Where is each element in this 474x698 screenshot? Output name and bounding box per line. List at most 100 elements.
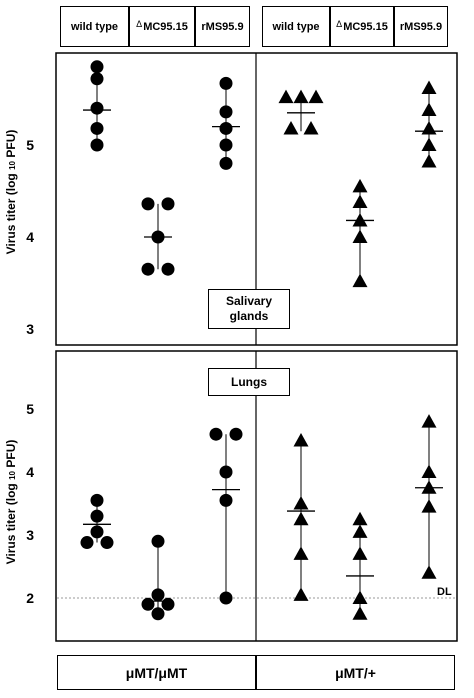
y-label-prefix: Virus titer (log <box>4 483 18 565</box>
y-tick-label: 5 <box>26 137 34 153</box>
genotype-label: μMT/μMT <box>125 664 188 681</box>
data-point-triangle <box>293 587 309 601</box>
delta-glyph: Δ <box>336 18 343 29</box>
data-point-triangle <box>352 606 368 620</box>
data-point-circle <box>219 493 233 507</box>
data-point-triangle <box>421 480 437 494</box>
y-tick-label: 5 <box>26 401 34 417</box>
data-point-circle <box>161 197 175 211</box>
header-mc9515-left: Δ MC95.15 <box>129 6 195 47</box>
panel-label-text: Lungs <box>231 374 267 389</box>
y-tick-label: 2 <box>26 590 34 606</box>
header-label: wild type <box>272 20 320 33</box>
data-point-triangle <box>352 546 368 560</box>
genotype-label: μMT/+ <box>335 664 376 681</box>
data-point-circle <box>90 493 104 507</box>
y-label-sub: 10 <box>8 160 17 170</box>
data-point-circle <box>209 427 223 441</box>
header-label: MC95.15 <box>143 20 188 33</box>
data-point-circle <box>90 101 104 115</box>
data-point-triangle <box>283 120 299 135</box>
data-point-circle <box>90 121 104 135</box>
data-point-triangle <box>421 565 437 579</box>
header-mc9515-right: Δ MC95.15 <box>330 6 394 47</box>
y-tick-label: 4 <box>26 229 34 245</box>
y-label-sub: 10 <box>8 470 17 480</box>
data-point-circle <box>229 427 243 441</box>
data-point-triangle <box>352 590 368 604</box>
data-point-circle <box>161 597 175 611</box>
data-point-triangle <box>352 511 368 526</box>
header-label: rMS95.9 <box>399 20 443 33</box>
dl-text: DL <box>437 586 452 598</box>
data-point-circle <box>141 597 155 611</box>
header-wild-type-left: wild type <box>60 6 129 47</box>
data-point-triangle <box>421 154 437 168</box>
y-axis-label-bottom: Virus titer (log 10 PFU) <box>4 437 18 567</box>
data-point-circle <box>219 591 233 605</box>
data-point-circle <box>219 465 233 479</box>
data-point-circle <box>151 534 165 548</box>
data-point-circle <box>219 105 233 119</box>
data-point-circle <box>141 262 155 276</box>
data-point-circle <box>219 121 233 135</box>
genotype-mumt-plus: μMT/+ <box>256 655 455 690</box>
data-point-triangle <box>293 89 309 104</box>
data-point-triangle <box>421 137 437 151</box>
delta-glyph: Δ <box>136 18 143 29</box>
y-label-prefix: Virus titer (log <box>4 173 18 255</box>
data-point-circle <box>219 76 233 90</box>
data-point-circle <box>219 138 233 152</box>
y-label-suffix: PFU) <box>4 129 18 158</box>
y-tick-label: 3 <box>26 527 34 543</box>
data-point-circle <box>90 72 104 86</box>
y-axis-label-top: Virus titer (log 10 PFU) <box>4 127 18 257</box>
data-point-circle <box>151 230 165 244</box>
data-point-circle <box>90 60 104 74</box>
header-label: MC95.15 <box>343 20 388 33</box>
data-point-circle <box>141 197 155 211</box>
data-point-triangle <box>293 511 309 526</box>
data-point-triangle <box>421 499 437 513</box>
data-point-circle <box>151 607 165 621</box>
header-label: wild type <box>70 20 119 33</box>
data-point-triangle <box>293 546 309 560</box>
data-point-triangle <box>303 120 319 135</box>
data-point-circle <box>90 509 104 523</box>
data-point-triangle <box>421 464 437 478</box>
data-point-circle <box>80 536 94 550</box>
data-point-triangle <box>293 496 309 510</box>
y-tick-label: 3 <box>26 321 34 337</box>
panel-label-lungs: Lungs <box>208 368 290 396</box>
data-point-triangle <box>278 89 294 104</box>
data-point-triangle <box>352 212 368 227</box>
data-point-triangle <box>352 178 368 193</box>
data-point-triangle <box>293 433 309 447</box>
y-tick-label: 4 <box>26 464 34 480</box>
data-point-circle <box>100 536 114 550</box>
detection-limit-label: DL <box>437 586 452 598</box>
header-rms959-left: rMS95.9 <box>195 6 250 47</box>
data-point-circle <box>151 588 165 602</box>
data-point-triangle <box>421 80 437 94</box>
panel-label-text: Salivary glands <box>225 294 273 323</box>
header-label: rMS95.9 <box>201 20 244 33</box>
data-point-triangle <box>352 273 368 288</box>
data-point-triangle <box>352 229 368 243</box>
data-point-circle <box>90 138 104 152</box>
data-point-triangle <box>421 120 437 135</box>
data-point-triangle <box>352 524 368 538</box>
y-label-suffix: PFU) <box>4 439 18 468</box>
header-wild-type-right: wild type <box>262 6 330 47</box>
data-point-triangle <box>421 102 437 117</box>
genotype-mumt-mumt: μMT/μMT <box>57 655 256 690</box>
data-point-triangle <box>421 414 437 428</box>
data-point-circle <box>90 525 104 539</box>
data-point-circle <box>219 156 233 170</box>
data-point-triangle <box>308 89 324 104</box>
header-rms959-right: rMS95.9 <box>394 6 448 47</box>
panel-label-salivary-glands: Salivary glands <box>208 289 290 329</box>
data-point-circle <box>161 262 175 276</box>
